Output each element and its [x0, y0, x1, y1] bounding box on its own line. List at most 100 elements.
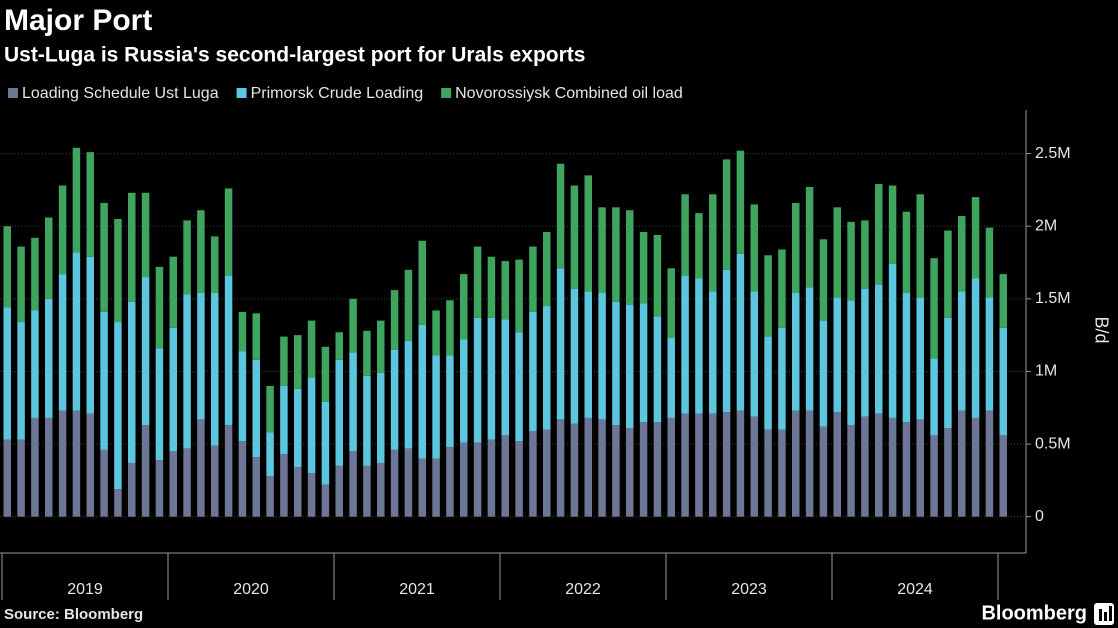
- bar-segment: [543, 232, 551, 307]
- bar-segment: [805, 410, 814, 517]
- bar-segment: [764, 255, 772, 337]
- bar-segment: [529, 246, 537, 312]
- bar-segment: [238, 351, 247, 442]
- bar-segment: [792, 293, 800, 411]
- bar-segment: [363, 330, 371, 376]
- y-tick-label: 1M: [1035, 363, 1057, 380]
- bar-segment: [515, 441, 523, 517]
- bar-segment: [31, 237, 39, 311]
- bar-segment: [667, 268, 675, 339]
- bar-segment: [861, 416, 869, 517]
- bar-segment: [639, 422, 648, 517]
- bar-segment: [45, 298, 53, 418]
- bar-segment: [155, 460, 164, 517]
- bar-segment: [45, 417, 53, 517]
- bar-segment: [847, 425, 855, 517]
- bar-segment: [335, 465, 343, 517]
- bar-segment: [653, 316, 662, 423]
- bar-segment: [944, 317, 952, 429]
- bar-segment: [501, 319, 509, 436]
- source: Source: Bloomberg: [4, 606, 143, 623]
- bar-segment: [958, 410, 966, 517]
- bar-segment: [626, 428, 634, 517]
- bar-segment: [556, 419, 565, 517]
- bar-segment: [114, 322, 122, 490]
- bar-segment: [418, 240, 426, 325]
- bar-segment: [3, 307, 11, 440]
- bar-segment: [321, 346, 330, 402]
- bar-segment: [999, 327, 1007, 436]
- bar-segment: [390, 449, 399, 517]
- bar-segment: [86, 256, 94, 414]
- bar-segment: [598, 207, 606, 294]
- bar-segment: [487, 439, 496, 517]
- bar-segment: [211, 236, 219, 294]
- bar-segment: [667, 338, 675, 418]
- bar-segment: [515, 332, 523, 442]
- bar-segment: [639, 232, 648, 304]
- bar-segment: [197, 210, 205, 294]
- bar-segment: [294, 467, 302, 517]
- bar-segment: [501, 435, 509, 517]
- bar-segment: [183, 294, 191, 449]
- y-tick-label: 1.5M: [1035, 290, 1071, 307]
- bar-segment: [902, 211, 911, 294]
- bar-segment: [58, 410, 67, 517]
- bar-segment: [612, 425, 620, 517]
- bar-segment: [197, 419, 205, 517]
- bar-segment: [3, 439, 11, 517]
- bar-segment: [999, 274, 1007, 328]
- bar-segment: [916, 419, 924, 517]
- bar-segment: [958, 216, 966, 292]
- bar-segment: [432, 310, 440, 356]
- bar-segment: [266, 476, 274, 517]
- bar-segment: [515, 259, 523, 333]
- bar-segment: [238, 441, 247, 517]
- bar-segment: [266, 432, 274, 477]
- bar-segment: [736, 410, 745, 517]
- bar-segment: [695, 213, 703, 279]
- bar-segment: [280, 454, 288, 517]
- bar-segment: [31, 310, 39, 418]
- bar-segment: [819, 239, 828, 321]
- bar-segment: [612, 207, 620, 302]
- bar-segment: [916, 297, 924, 420]
- bar-segment: [307, 473, 316, 517]
- bar-segment: [363, 375, 371, 466]
- bar-segment: [335, 332, 343, 360]
- brand-icon-part: [1104, 612, 1107, 621]
- bar-segment: [695, 413, 703, 517]
- chart-subtitle: Ust-Luga is Russia's second-largest port…: [4, 44, 585, 67]
- bar-segment: [805, 287, 814, 411]
- bar-segment: [432, 355, 440, 459]
- chart-title: Major Port: [4, 4, 152, 37]
- bar-segment: [280, 385, 288, 455]
- bar-segment: [197, 293, 205, 420]
- bar-segment: [128, 301, 136, 463]
- bar-segment: [985, 227, 994, 298]
- bar-segment: [377, 462, 385, 517]
- bar-segment: [944, 428, 952, 517]
- bar-segment: [930, 258, 938, 359]
- bar-segment: [114, 489, 122, 517]
- bar-segment: [473, 442, 482, 517]
- bar-segment: [45, 217, 53, 299]
- bar-segment: [404, 340, 413, 449]
- bar-segment: [764, 336, 772, 430]
- legend-label: Loading Schedule Ust Luga: [22, 85, 219, 102]
- bar-segment: [971, 197, 980, 279]
- bar-segment: [543, 429, 551, 517]
- bar-segment: [722, 159, 731, 270]
- bar-segment: [17, 439, 25, 517]
- y-tick-label: 0: [1035, 508, 1044, 525]
- bar-segment: [141, 425, 150, 517]
- bar-segment: [390, 349, 399, 450]
- bar-segment: [570, 185, 579, 289]
- bar-segment: [695, 278, 703, 414]
- bar-segment: [460, 442, 468, 517]
- bar-segment: [72, 147, 81, 253]
- bar-segment: [971, 417, 980, 517]
- bar-segment: [141, 277, 150, 426]
- bar-segment: [460, 339, 468, 443]
